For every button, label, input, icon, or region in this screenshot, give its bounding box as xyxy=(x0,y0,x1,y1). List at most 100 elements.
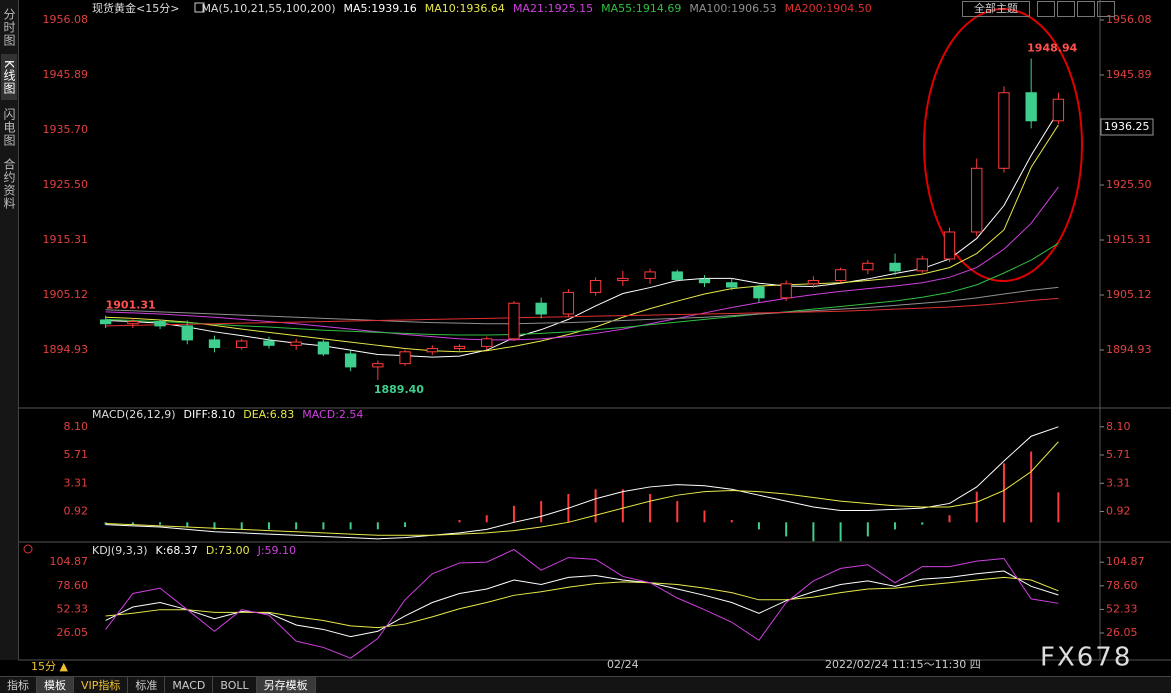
candle-body xyxy=(1052,98,1065,122)
line-series xyxy=(105,426,1059,540)
panel-icon xyxy=(23,544,33,554)
candle-body xyxy=(589,280,602,293)
line-series xyxy=(105,242,1059,336)
y-tick-label: 1894.93 xyxy=(43,343,89,356)
candle-body xyxy=(698,278,711,284)
sidebar-tab[interactable]: K线图 xyxy=(1,54,17,100)
line-series xyxy=(105,186,1059,341)
y-tick-label: 0.92 xyxy=(64,504,89,517)
price-annotation: 1948.94 xyxy=(1027,42,1077,55)
candle-body xyxy=(617,277,629,282)
y-tick-label: 3.31 xyxy=(64,476,89,489)
candle-body xyxy=(127,321,139,325)
y-tick-label: 1925.50 xyxy=(43,178,89,191)
candle-body xyxy=(344,353,357,368)
candle-body xyxy=(317,341,330,355)
candle-body xyxy=(671,271,683,280)
legend-item: MACD(26,12,9) xyxy=(92,408,176,421)
icon-button[interactable] xyxy=(1057,1,1075,17)
candle-body xyxy=(998,92,1010,169)
line-series xyxy=(105,441,1059,536)
line-series xyxy=(105,548,1059,659)
tab[interactable]: 另存模板 xyxy=(256,677,316,693)
legend-item: MA100:1906.53 xyxy=(689,2,776,15)
line-series xyxy=(105,570,1059,638)
y-tick-label: 26.05 xyxy=(1106,626,1138,639)
legend-item: MA21:1925.15 xyxy=(513,2,593,15)
candle-body xyxy=(889,262,901,272)
y-tick-label: 1956.08 xyxy=(43,13,89,26)
y-tick-label: 52.33 xyxy=(57,602,89,615)
indicator-icon xyxy=(194,2,205,13)
candle-body xyxy=(943,231,956,260)
candle-body xyxy=(426,348,438,353)
tab[interactable]: MACD xyxy=(165,677,214,693)
y-tick-label: 1945.89 xyxy=(43,68,89,81)
candle-body xyxy=(208,339,221,348)
y-tick-label: 1945.89 xyxy=(1106,68,1152,81)
icon-button[interactable] xyxy=(1077,1,1095,17)
candle-body xyxy=(562,291,575,315)
legend-item: MA10:1936.64 xyxy=(425,2,505,15)
candle-body xyxy=(1025,92,1037,122)
sidebar-tab[interactable]: 闪电图 xyxy=(2,107,16,147)
candle-body xyxy=(290,341,302,346)
tab[interactable]: 指标 xyxy=(0,677,37,693)
line-series xyxy=(105,297,1059,327)
candle-body xyxy=(834,269,847,282)
y-tick-label: 1925.50 xyxy=(1106,178,1152,191)
legend-item: DEA:6.83 xyxy=(243,408,294,421)
y-tick-label: 104.87 xyxy=(50,555,89,568)
candle-body xyxy=(971,167,983,233)
candle-body xyxy=(481,338,493,347)
crosshair-time: 2022/02/24 11:15～11:30 四 xyxy=(825,658,981,671)
candle-body xyxy=(726,282,738,288)
tab[interactable]: VIP指标 xyxy=(74,677,129,693)
theme-button[interactable]: 全部主题 xyxy=(962,1,1030,17)
y-tick-label: 1935.70 xyxy=(43,123,89,136)
y-tick-label: 0.92 xyxy=(1106,504,1131,517)
sidebar: 分时图 K线图 闪电图 合约资料 xyxy=(0,0,19,660)
legend-item: K:68.37 xyxy=(156,544,198,557)
candle-body xyxy=(916,258,928,272)
timeframe: 15分 ▲ xyxy=(31,660,68,673)
candle-body xyxy=(780,283,792,299)
y-tick-label: 8.10 xyxy=(64,420,89,433)
y-tick-label: 78.60 xyxy=(1106,579,1138,592)
legend-item: 现货黄金<15分> xyxy=(92,1,179,15)
sidebar-tab[interactable]: 合约资料 xyxy=(2,158,16,210)
candle-body xyxy=(154,321,166,327)
y-tick-label: 3.31 xyxy=(1106,476,1131,489)
y-tick-label: 5.71 xyxy=(1106,448,1131,461)
line-series xyxy=(105,111,1059,358)
legend-item: MACD:2.54 xyxy=(302,408,363,421)
y-tick-label: 26.05 xyxy=(57,626,89,639)
line-series xyxy=(105,124,1059,353)
candle-body xyxy=(862,262,874,271)
legend-item: D:73.00 xyxy=(206,544,250,557)
highlight-ellipse xyxy=(923,8,1083,282)
line-series xyxy=(105,576,1059,629)
last-price-box xyxy=(1100,118,1154,136)
candle-body xyxy=(753,286,765,299)
y-tick-label: 78.60 xyxy=(57,579,89,592)
legend-item: KDJ(9,3,3) xyxy=(92,544,148,557)
tab[interactable]: BOLL xyxy=(213,677,257,693)
y-tick-label: 1915.31 xyxy=(1106,233,1152,246)
y-tick-label: 1915.31 xyxy=(43,233,89,246)
icon-button[interactable] xyxy=(1037,1,1055,17)
legend-item: MA200:1904.50 xyxy=(785,2,872,15)
y-tick-label: 1956.08 xyxy=(1106,13,1152,26)
candle-body xyxy=(181,325,193,341)
bottom-tabs: 指标 模板 VIP指标 标准 MACD BOLL 另存模板 xyxy=(0,676,1171,693)
x-tick-label: 02/24 xyxy=(607,658,639,671)
icon-button[interactable] xyxy=(1097,1,1115,17)
tab[interactable]: 标准 xyxy=(128,677,166,693)
candle-body xyxy=(236,340,248,348)
legend-item: MA55:1914.69 xyxy=(601,2,681,15)
sidebar-tab[interactable]: 分时图 xyxy=(2,7,16,47)
tab[interactable]: 模板 xyxy=(37,677,74,693)
y-tick-label: 8.10 xyxy=(1106,420,1131,433)
